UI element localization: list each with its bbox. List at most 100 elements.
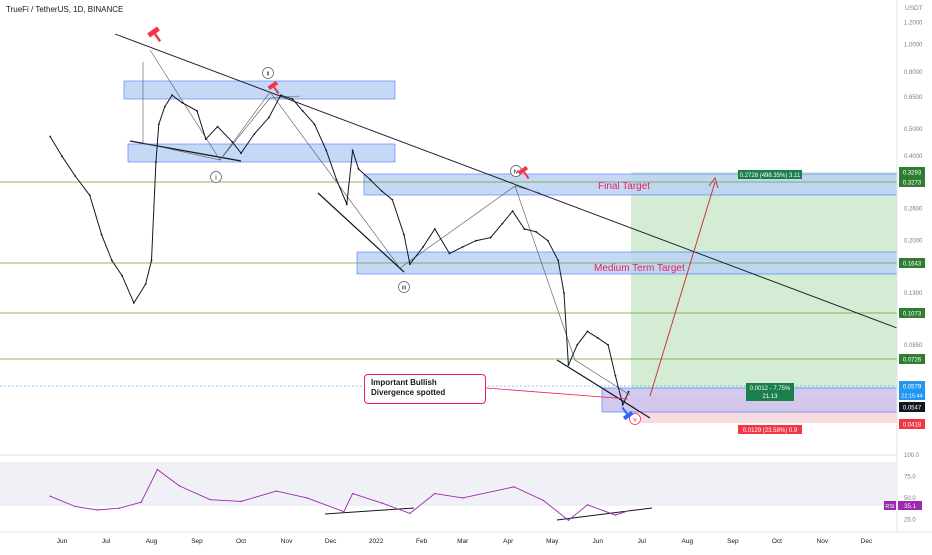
- price-tick-label: 0.0850: [904, 343, 923, 349]
- wave-marker-ii: ii: [262, 67, 274, 79]
- price-tick-label: 0.5000: [904, 127, 923, 133]
- price-line: [49, 94, 630, 407]
- svg-text:0.0129 (23.58%) 0.9: 0.0129 (23.58%) 0.9: [743, 428, 798, 434]
- price-point: [381, 190, 383, 193]
- price-point: [557, 259, 560, 262]
- price-point: [596, 337, 599, 339]
- price-tick-label: 0.8000: [904, 70, 923, 76]
- price-point: [171, 94, 173, 97]
- price-point: [181, 101, 184, 104]
- rsi-band: [0, 462, 897, 506]
- rsi-tick-label: 50.0: [904, 496, 916, 502]
- divergence-callout: Important Bullish Divergence spotted: [364, 374, 486, 404]
- time-tick-label: Oct: [236, 538, 246, 545]
- countdown-text: 22:15:44: [901, 394, 922, 400]
- price-point: [204, 138, 207, 141]
- rsi-point: [614, 514, 617, 516]
- final-target-label: Final Target: [598, 181, 650, 192]
- price-level-tag: [899, 381, 925, 391]
- price-point: [607, 344, 609, 346]
- time-tick-label: Dec: [325, 538, 337, 545]
- profit-zone: [631, 172, 897, 388]
- time-tick-label: Aug: [682, 538, 694, 545]
- price-tick-label: 1.0000: [904, 43, 923, 49]
- price-point: [586, 330, 589, 333]
- price-point: [61, 155, 63, 158]
- price-point: [345, 203, 348, 205]
- price-level-tags: 0.3293 0.3273 0.1643 0.1073 0.0726 0.0579 22:1…: [899, 167, 925, 429]
- price-point: [351, 149, 354, 152]
- price-point: [489, 236, 492, 239]
- rsi-point: [118, 507, 120, 509]
- price-point: [150, 259, 153, 262]
- rsi-point: [542, 499, 545, 502]
- price-point: [546, 239, 549, 242]
- price-point: [231, 140, 234, 143]
- price-tick-label: 0.2600: [904, 207, 923, 213]
- price-level-tag: [899, 354, 925, 364]
- rsi-point: [381, 502, 383, 504]
- price-level-text: 0.0726: [903, 358, 922, 364]
- rsi-point: [240, 500, 242, 503]
- price-point: [268, 116, 270, 119]
- price-point: [88, 194, 91, 197]
- price-level-text: 0.0547: [903, 406, 922, 412]
- projection-arrow: [649, 177, 719, 397]
- price-level-text: 0.0418: [903, 423, 922, 429]
- price-point: [216, 125, 219, 128]
- svg-text:i: i: [215, 175, 216, 182]
- time-tick-label: Jul: [102, 538, 111, 545]
- rsi-label-tag: RSI 35.1: [884, 501, 922, 510]
- price-tick-label: 0.6500: [904, 95, 923, 101]
- price-point: [403, 233, 405, 236]
- time-axis[interactable]: Jun Jul Aug Sep Oct Nov Dec 2022 Feb Mar Apr May Jun…: [57, 538, 873, 545]
- price-point: [253, 133, 256, 135]
- time-tick-label: Feb: [416, 538, 428, 545]
- price-level-text: 0.3273: [903, 181, 922, 187]
- price-point: [74, 175, 77, 177]
- price-point: [49, 135, 52, 138]
- rsi-point: [462, 497, 464, 499]
- price-point: [614, 374, 617, 377]
- rsi-tick-label: 75.0: [904, 474, 916, 480]
- rsi-tick-label: 100.0: [904, 453, 920, 459]
- level-lines: [0, 181, 897, 387]
- time-tick-label: Dec: [861, 538, 873, 545]
- price-point: [121, 274, 124, 277]
- price-point: [357, 168, 360, 170]
- svg-text:35.1: 35.1: [904, 504, 916, 510]
- price-point: [240, 152, 242, 155]
- price-point: [408, 263, 411, 265]
- price-point: [576, 344, 579, 346]
- price-level-tag: [899, 258, 925, 268]
- hammer-icon: [267, 80, 280, 95]
- medium-target-label: Medium Term Target: [594, 263, 685, 274]
- price-point: [196, 110, 198, 112]
- rsi-point: [513, 486, 515, 488]
- svg-text:iv: iv: [514, 169, 519, 176]
- price-axis[interactable]: 1.2000 1.0000 0.8000 0.6500 0.5000 0.4000 0.26…: [904, 20, 923, 349]
- currency-unit: USDT: [905, 5, 923, 12]
- rsi-point: [434, 492, 436, 495]
- wave-marker-i: i: [210, 171, 222, 183]
- symbol-title: TrueFi / TetherUS, 1D, BINANCE: [6, 5, 124, 14]
- rsi-point: [209, 498, 211, 501]
- rsi-point: [306, 497, 308, 499]
- time-tick-label: Apr: [503, 538, 514, 545]
- price-point: [301, 110, 304, 112]
- rsi-series-layer: [49, 468, 630, 521]
- hammer-icon: [147, 26, 162, 43]
- time-tick-label: Mar: [457, 538, 469, 545]
- rsi-point: [351, 492, 354, 495]
- price-level-tag: [899, 177, 925, 187]
- price-point: [621, 403, 624, 406]
- time-tick-label: May: [546, 538, 559, 545]
- price-level-text: 0.1073: [903, 312, 922, 318]
- price-point: [433, 228, 436, 230]
- rsi-tick-label: 25.0: [904, 517, 916, 523]
- price-tick-label: 0.1300: [904, 291, 923, 297]
- price-point: [335, 178, 338, 181]
- time-tick-label: Jun: [57, 538, 68, 545]
